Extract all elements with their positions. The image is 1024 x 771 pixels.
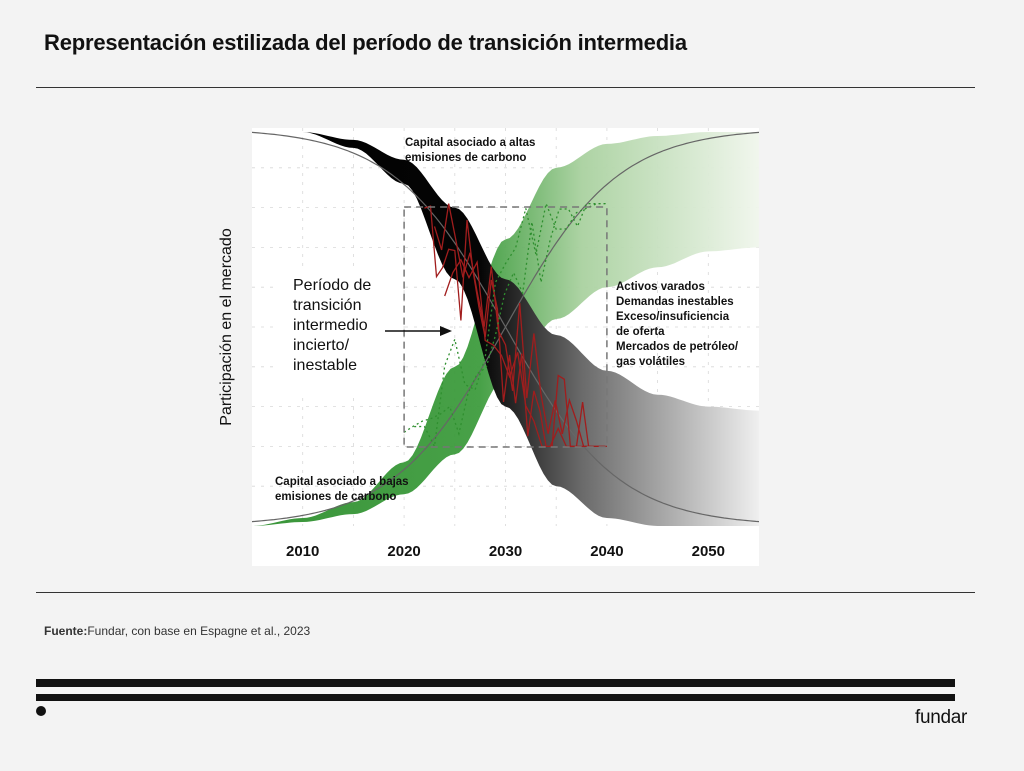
annotation-effects: Activos varados Demandas inestables Exce… bbox=[616, 281, 741, 368]
source-label: Fuente: bbox=[44, 624, 88, 638]
transition-window bbox=[403, 206, 608, 448]
arrow-icon bbox=[385, 326, 452, 336]
volatility-green-lines bbox=[403, 201, 607, 449]
brand-bar-top bbox=[36, 679, 955, 687]
red-line bbox=[433, 203, 605, 448]
bottom-divider bbox=[36, 592, 975, 593]
source-text: Fundar, con base en Espagne et al., 2023 bbox=[87, 624, 311, 638]
top-divider bbox=[36, 87, 975, 88]
x-tick-label: 2040 bbox=[590, 543, 623, 560]
x-tick-label: 2010 bbox=[286, 543, 319, 560]
annotation-low-carbon: Capital asociado a bajas emisiones de ca… bbox=[275, 476, 412, 503]
annotation-high-carbon: Capital asociado a altas emisiones de ca… bbox=[405, 137, 539, 164]
annotation-transition: Período de transición intermedio inciert… bbox=[293, 277, 376, 374]
x-tick-label: 2030 bbox=[489, 543, 522, 560]
x-tick-label: 2020 bbox=[387, 543, 420, 560]
green-line bbox=[403, 202, 605, 436]
curve-low-carbon bbox=[252, 131, 759, 523]
xtick-strip bbox=[252, 526, 759, 566]
brand-logo: fundar bbox=[915, 707, 968, 728]
transition-label-box bbox=[276, 266, 400, 396]
x-axis: 2010 2020 2030 2040 2050 bbox=[286, 543, 725, 560]
y-axis-label: Participación en el mercado bbox=[218, 228, 235, 426]
page-title: Representación estilizada del período de… bbox=[44, 30, 687, 55]
green-line bbox=[414, 201, 607, 449]
x-tick-label: 2050 bbox=[692, 543, 725, 560]
brand-bar-bottom bbox=[36, 694, 955, 701]
brand-dot-icon bbox=[36, 706, 46, 716]
source-note: Fuente:Fundar, con base en Espagne et al… bbox=[44, 624, 310, 638]
